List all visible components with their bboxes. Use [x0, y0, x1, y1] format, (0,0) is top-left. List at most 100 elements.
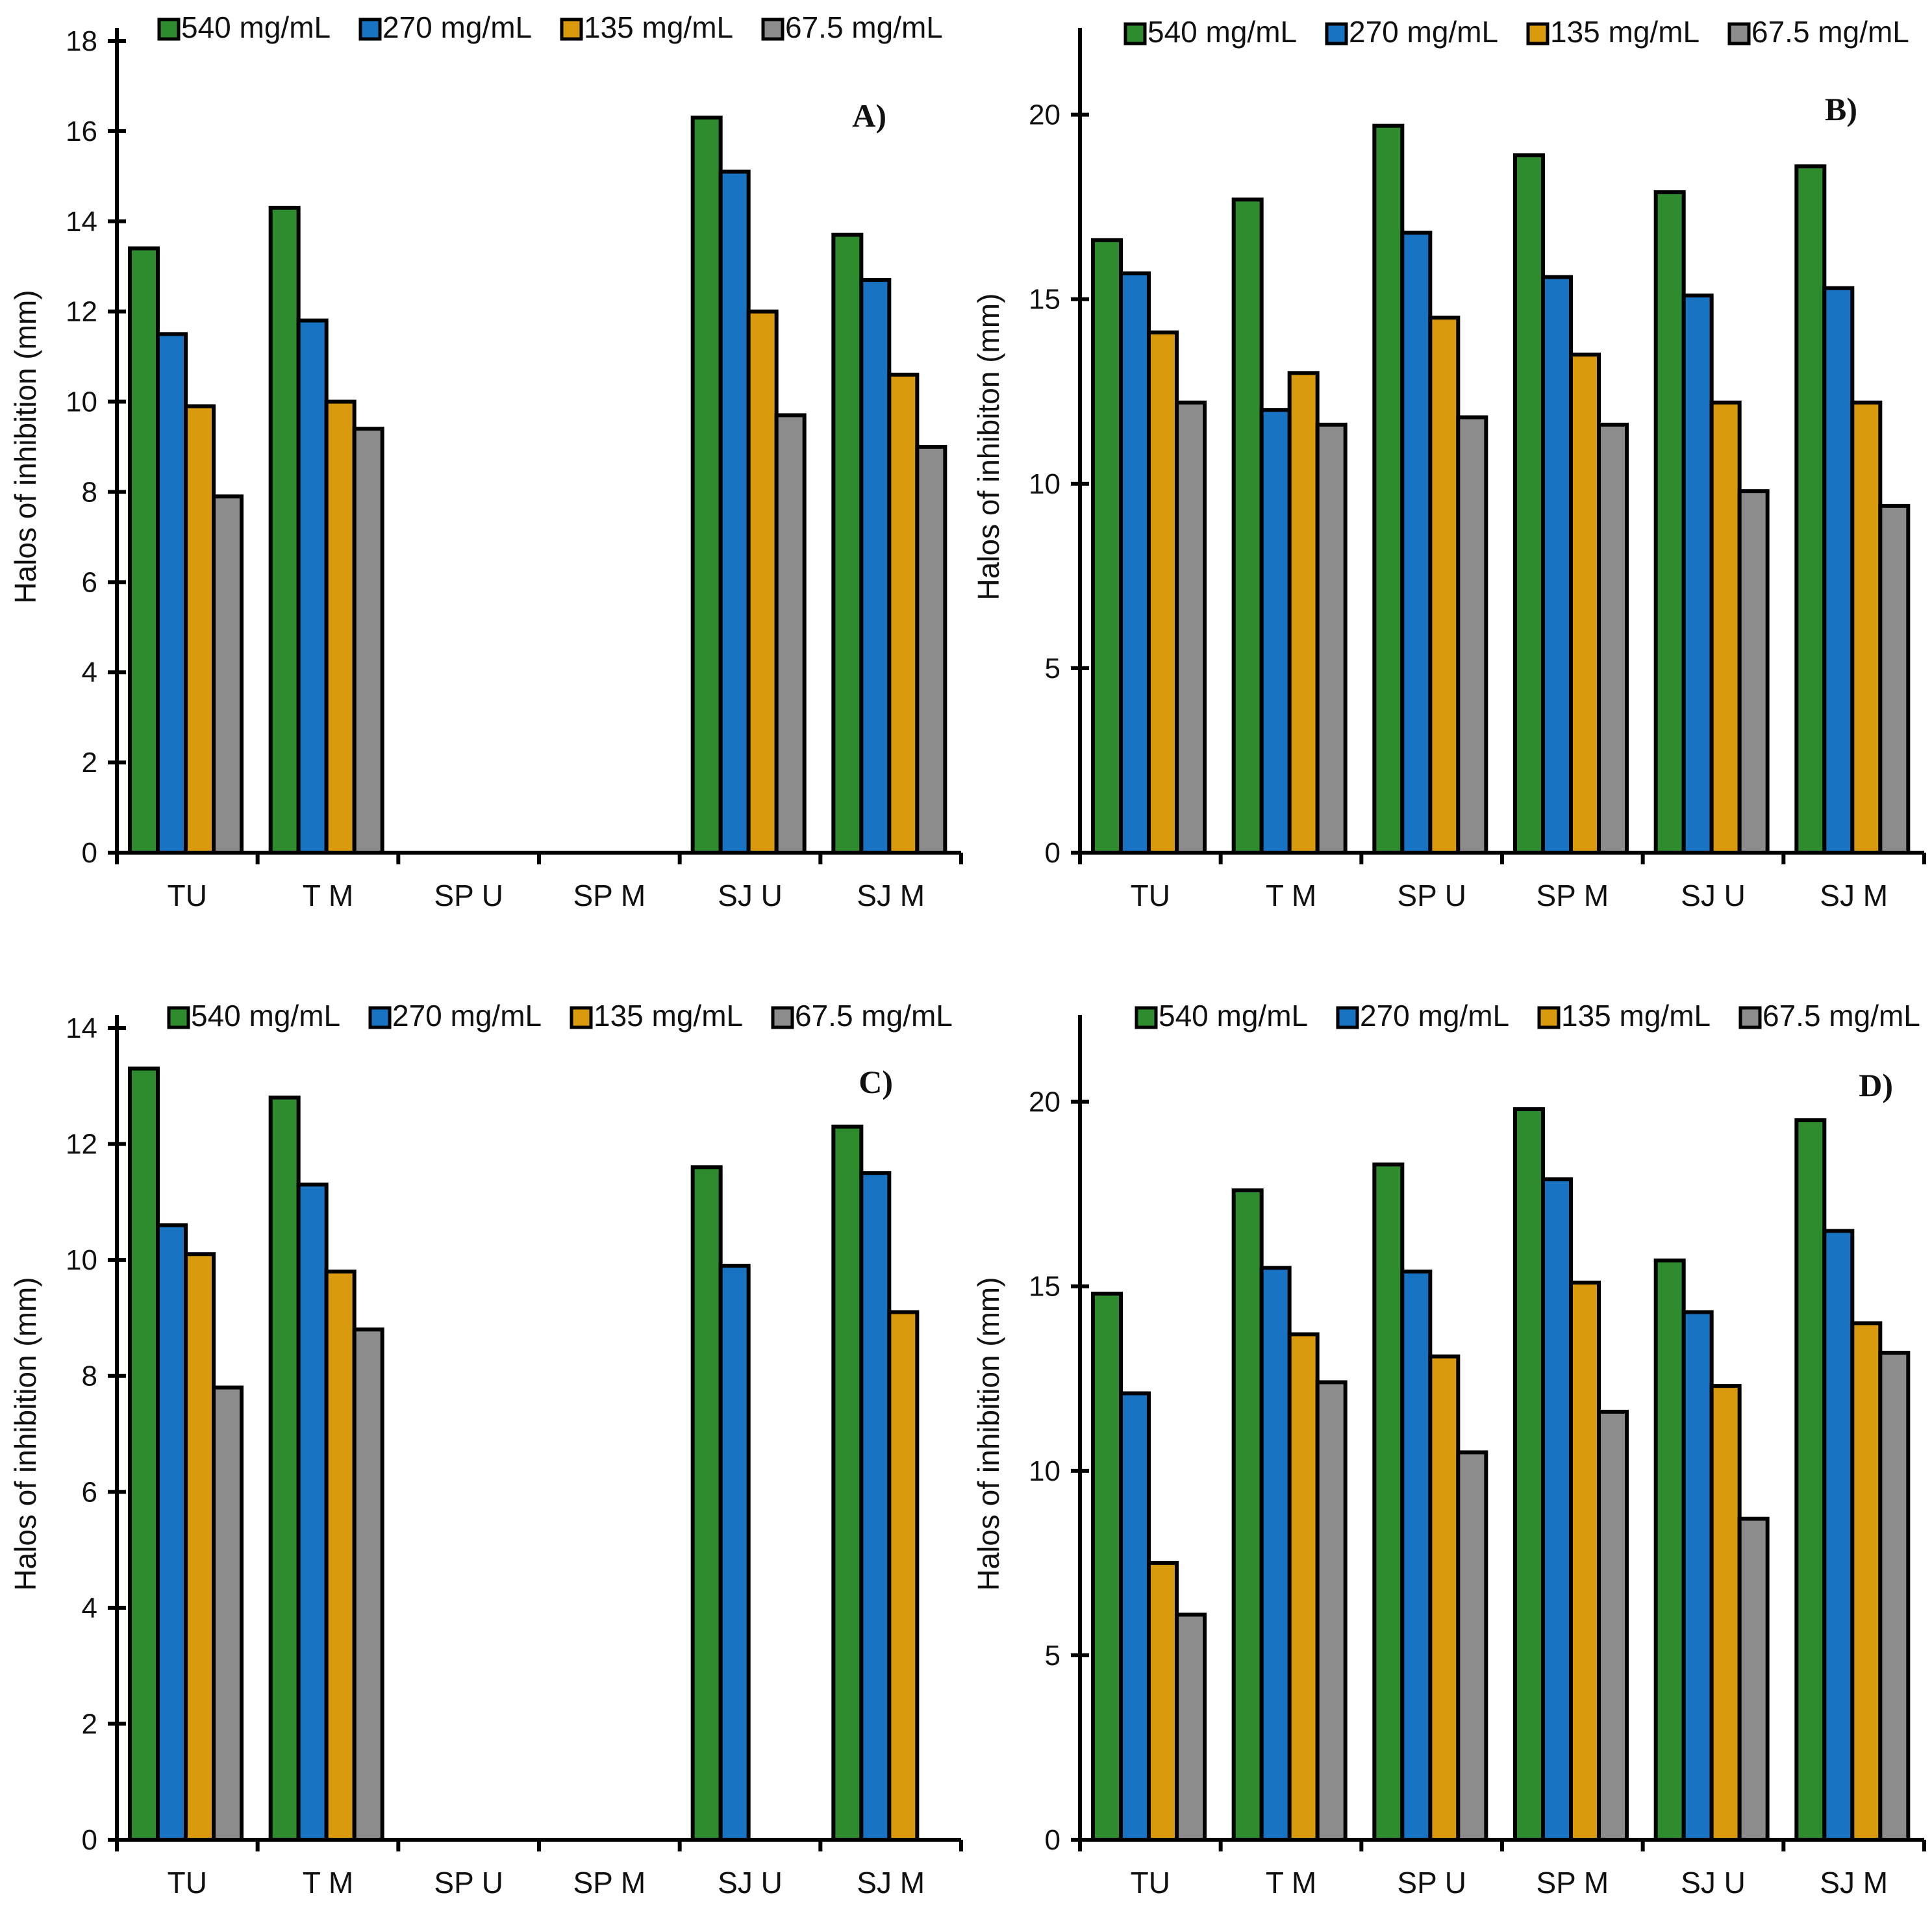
bar-tm-series-1 [268, 205, 301, 855]
bar-tu-series-1 [128, 1066, 160, 1842]
panel-label: D) [1859, 1067, 1893, 1103]
bar-tm-series-3 [324, 1270, 357, 1842]
y-axis-title: Halos of inhibition (mm) [8, 290, 42, 603]
y-tick-label: 2 [82, 747, 97, 779]
bar-sju-series-2 [1681, 1310, 1714, 1842]
x-tick-label: SJ U [718, 1866, 783, 1900]
y-tick-label: 4 [82, 1592, 97, 1624]
legend-entry: 270 mg/mL [1349, 15, 1498, 49]
legend-swatch [1123, 22, 1147, 45]
y-tick-label: 12 [66, 296, 97, 328]
legend-entry: 540 mg/mL [181, 10, 331, 44]
x-tick-label: SP U [1397, 1866, 1466, 1900]
y-tick-label: 18 [66, 25, 97, 57]
y-tick-label: 10 [1029, 1455, 1060, 1487]
bar-sjm-series-3 [1850, 400, 1883, 855]
bar-tu-series-3 [1147, 330, 1179, 855]
legend-swatch [570, 1006, 593, 1029]
y-tick-label: 0 [82, 837, 97, 869]
panel-b: 0 5 10 15 20 TU T M SP U SP M SJ U SJ M Halos of in… [972, 15, 1926, 912]
y-tick-label: 8 [82, 476, 97, 508]
y-axis-title: Halos of inhibiton (mm) [972, 294, 1005, 601]
x-tick-label: TU [168, 1866, 207, 1900]
legend-swatch [1325, 22, 1348, 45]
x-tick-label: SJ M [1820, 879, 1888, 912]
bar-tm-series-3 [1287, 371, 1320, 855]
y-axis-title: Halos of inhibition (mm) [8, 1277, 42, 1590]
x-tick-label: SJ U [1681, 1866, 1746, 1900]
x-tick-label: SP U [1397, 879, 1466, 912]
legend-swatch [560, 18, 583, 41]
panel-d: 0 5 10 15 20 TU T M SP U SP M SJ U SJ M Halos of in… [972, 999, 1926, 1900]
legend-swatch [771, 1006, 794, 1029]
legend-entry: 135 mg/mL [1550, 15, 1700, 49]
bar-spm-series-1 [1513, 1107, 1545, 1842]
bar-sju-series-2 [718, 1264, 751, 1842]
x-tick-label: SJ M [1820, 1866, 1888, 1900]
panel-label: B) [1825, 91, 1857, 127]
bar-sjm-series-1 [1794, 164, 1827, 855]
bar-sju-series-2 [1681, 294, 1714, 855]
bar-tm-series-1 [268, 1096, 301, 1842]
y-tick-label: 6 [82, 1476, 97, 1508]
y-tick-label: 0 [82, 1824, 97, 1856]
x-tick-label: T M [1266, 1866, 1316, 1900]
x-tick-label: SP U [434, 879, 503, 912]
bar-spu-series-4 [1456, 415, 1488, 855]
legend-entry: 540 mg/mL [1159, 999, 1308, 1033]
bar-spm-series-3 [1569, 1281, 1601, 1842]
bar-sju-series-2 [718, 169, 751, 855]
legend-swatch [1537, 1006, 1561, 1029]
bar-sju-series-4 [1737, 489, 1770, 855]
x-tick-label: TU [1131, 879, 1170, 912]
y-tick-label: 5 [1045, 653, 1060, 684]
x-tick-label: SP M [1537, 1866, 1609, 1900]
bar-tm-series-2 [1259, 1266, 1292, 1842]
bar-tu-series-2 [156, 1223, 188, 1842]
bar-tm-series-4 [352, 1327, 384, 1842]
bar-spu-series-1 [1372, 1162, 1405, 1842]
panel-c: 0 2 4 6 8 10 12 14 TU T M SP U SP M SJ U SJ M Halos of… [8, 999, 963, 1900]
legend-entry: 270 mg/mL [1360, 999, 1509, 1033]
bar-sjm-series-1 [831, 1124, 864, 1842]
bar-tm-series-2 [296, 318, 329, 855]
y-tick-label: 16 [66, 116, 97, 147]
bar-spm-series-1 [1513, 153, 1545, 855]
bar-tu-series-2 [156, 332, 188, 855]
legend-swatch [761, 18, 784, 41]
bar-sjm-series-2 [1822, 1229, 1855, 1842]
legend-entry: 540 mg/mL [1148, 15, 1297, 49]
bar-sjm-series-4 [1878, 1351, 1911, 1842]
bar-tm-series-4 [1315, 422, 1348, 855]
legend-entry: 270 mg/mL [392, 999, 542, 1033]
bar-sjm-series-1 [831, 232, 864, 855]
y-tick-label: 2 [82, 1708, 97, 1740]
bar-tm-series-4 [352, 427, 384, 855]
bar-tu-series-4 [212, 1385, 244, 1842]
bar-sjm-series-4 [1878, 503, 1911, 855]
legend-swatch [1135, 1006, 1158, 1029]
bar-spm-series-2 [1541, 275, 1573, 855]
x-tick-label: SJ M [857, 879, 925, 912]
y-tick-label: 8 [82, 1361, 97, 1392]
bar-tm-series-1 [1231, 197, 1264, 855]
x-tick-label: T M [303, 879, 353, 912]
y-tick-label: 0 [1045, 837, 1060, 869]
bar-tu-series-4 [1175, 400, 1207, 855]
y-tick-label: 20 [1029, 1086, 1060, 1118]
bar-spu-series-4 [1456, 1450, 1488, 1842]
legend-entry: 135 mg/mL [1561, 999, 1711, 1033]
bar-tm-series-2 [296, 1183, 329, 1842]
y-tick-label: 0 [1045, 1824, 1060, 1856]
legend-swatch [1738, 1006, 1762, 1029]
bar-tm-series-3 [324, 399, 357, 855]
bar-tu-series-3 [184, 404, 216, 855]
bar-spu-series-1 [1372, 123, 1405, 855]
legend-swatch [157, 18, 181, 41]
bar-sjm-series-3 [887, 372, 920, 855]
bar-tm-series-2 [1259, 408, 1292, 855]
bar-sju-series-3 [746, 309, 779, 855]
bar-spm-series-4 [1597, 422, 1629, 855]
bar-tu-series-4 [1175, 1612, 1207, 1842]
